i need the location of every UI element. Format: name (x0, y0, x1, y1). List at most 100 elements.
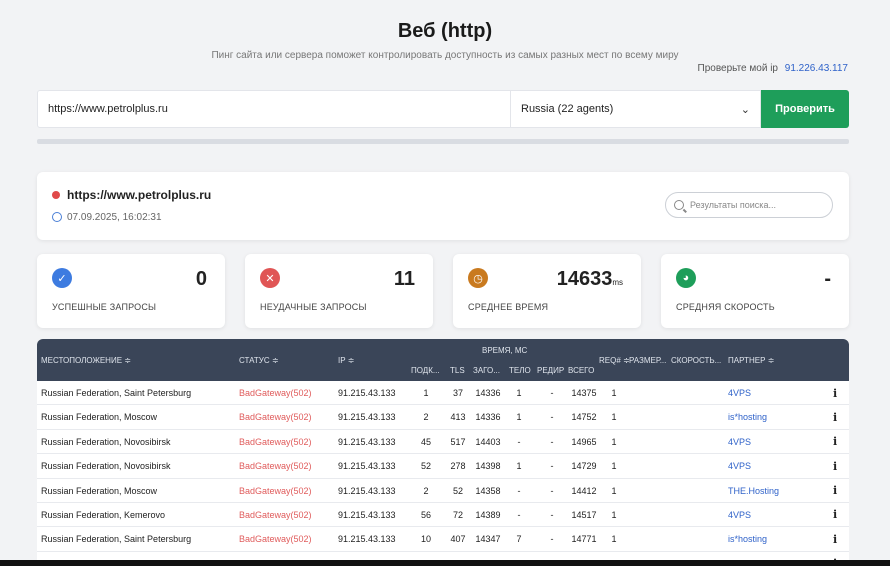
cell-status: BadGateway(502) (239, 534, 312, 545)
cell-connect: 45 (420, 436, 431, 447)
cell-redirect: - (550, 534, 554, 545)
cell-req: 1 (611, 461, 617, 472)
cell-partner[interactable]: 4VPS (728, 388, 752, 398)
cell-status: BadGateway(502) (239, 485, 312, 496)
cell-connect: 2 (423, 412, 429, 423)
cell-ip: 91.215.43.133 (338, 388, 396, 398)
cell-total: 14752 (571, 412, 597, 423)
screen-bottom-edge (0, 560, 890, 566)
cell-tls: 52 (452, 485, 463, 496)
clock-icon: ◷ (468, 268, 488, 288)
cell-partner[interactable]: THE.Hosting (728, 485, 780, 496)
cell-status: BadGateway(502) (239, 436, 312, 447)
cell-ip: 91.215.43.133 (338, 485, 396, 496)
col-req[interactable]: REQ# ≑ (599, 355, 630, 365)
col-tls[interactable]: TLS (450, 365, 465, 375)
col-body[interactable]: ТЕЛО (509, 365, 531, 375)
col-status[interactable]: СТАТУС ≑ (239, 355, 279, 365)
table-row[interactable]: Russian Federation, Moscow BadGateway(502… (37, 405, 849, 430)
cell-ttfb: 14336 (475, 388, 501, 398)
table-row[interactable]: Russian Federation, Moscow BadGateway(502… (37, 478, 849, 503)
url-input[interactable] (37, 90, 511, 128)
cross-icon: ✕ (260, 268, 280, 288)
info-icon[interactable]: i (833, 435, 838, 449)
cell-tls: 72 (452, 509, 463, 520)
cell-partner[interactable]: is*hosting (728, 412, 768, 423)
stat-card-success: ✓ 0 УСПЕШНЫЕ ЗАПРОСЫ (37, 254, 225, 328)
col-connect[interactable]: ПОДК... (411, 365, 440, 375)
cell-req: 1 (611, 436, 617, 447)
stat-label: УСПЕШНЫЕ ЗАПРОСЫ (52, 302, 157, 312)
cell-total: 14412 (571, 485, 597, 496)
cell-total: 14729 (571, 461, 597, 472)
cell-ttfb: 14398 (475, 461, 501, 472)
cell-ttfb: 14389 (475, 509, 501, 520)
cell-location: Russian Federation, Saint Petersburg (41, 534, 192, 545)
clock-icon (52, 212, 62, 222)
results-search-placeholder: Результаты поиска... (690, 200, 776, 210)
table-row[interactable]: Russian Federation, Saint Petersburg BadG… (37, 381, 849, 406)
cell-req: 1 (611, 412, 617, 423)
check-button[interactable]: Проверить (761, 90, 849, 128)
cell-tls: 37 (452, 388, 463, 398)
stat-card-avg-speed: ◕ - СРЕДНЯЯ СКОРОСТЬ (661, 254, 849, 328)
results-search-input[interactable]: Результаты поиска... (665, 192, 833, 218)
table-row[interactable]: Russian Federation, Novosibirsk BadGatewa… (37, 429, 849, 455)
result-header-card: https://www.petrolplus.ru 07.09.2025, 16… (37, 172, 849, 240)
stat-label: СРЕДНЯЯ СКОРОСТЬ (676, 302, 775, 312)
cell-ip: 91.215.43.133 (338, 436, 396, 447)
chevron-down-icon: ⌄ (740, 103, 750, 116)
cell-partner[interactable]: 4VPS (728, 509, 752, 520)
cell-location: Russian Federation, Kemerovo (41, 509, 166, 520)
col-location[interactable]: МЕСТОПОЛОЖЕНИЕ ≑ (41, 355, 131, 365)
cell-total: 14517 (571, 509, 597, 520)
cell-location: Russian Federation, Novosibirsk (41, 436, 171, 447)
cell-connect: 10 (420, 534, 431, 545)
cell-partner[interactable]: is*hosting (728, 534, 768, 545)
stat-label: СРЕДНЕЕ ВРЕМЯ (468, 302, 549, 312)
cell-location: Russian Federation, Moscow (41, 485, 158, 496)
col-speed[interactable]: СКОРОСТЬ... (671, 355, 722, 365)
cell-tls: 407 (450, 534, 466, 545)
col-ip[interactable]: IP ≑ (338, 355, 355, 365)
col-redirect[interactable]: РЕДИР (537, 365, 565, 375)
table-row[interactable]: Russian Federation, Novosibirsk BadGatewa… (37, 454, 849, 479)
cell-total: 14771 (571, 534, 597, 545)
cell-partner[interactable]: 4VPS (728, 436, 752, 447)
my-ip-link[interactable]: 91.226.43.117 (784, 63, 848, 74)
table-body: Russian Federation, Saint Petersburg BadG… (37, 381, 849, 566)
agents-select-value: Russia (22 agents) (521, 103, 614, 115)
cell-ttfb: 14403 (475, 436, 501, 447)
cell-ttfb: 14347 (475, 534, 501, 545)
agents-select[interactable]: Russia (22 agents) ⌄ (511, 90, 761, 128)
info-icon[interactable]: i (833, 532, 838, 546)
stat-value: 11 (393, 268, 415, 290)
results-table: МЕСТОПОЛОЖЕНИЕ ≑ СТАТУС ≑ IP ≑ ПОДК... T… (37, 339, 849, 566)
cell-req: 1 (611, 388, 617, 398)
cell-total: 14965 (571, 436, 597, 447)
cell-req: 1 (611, 509, 617, 520)
search-icon (674, 200, 684, 210)
col-ttfb[interactable]: ЗАГО... (473, 365, 500, 375)
cell-body: 1 (516, 461, 522, 472)
cell-req: 1 (611, 534, 617, 545)
cell-tls: 278 (450, 461, 466, 472)
table-row[interactable]: Russian Federation, Saint Petersburg BadG… (37, 527, 849, 552)
info-icon[interactable]: i (833, 484, 838, 498)
check-icon: ✓ (52, 268, 72, 288)
cell-partner[interactable]: 4VPS (728, 461, 752, 472)
cell-location: Russian Federation, Moscow (41, 412, 158, 423)
my-ip-info: Проверьте мой ip 91.226.43.117 (698, 63, 848, 74)
col-size[interactable]: РАЗМЕР... (629, 355, 667, 365)
col-partner[interactable]: ПАРТНЕР ≑ (728, 355, 775, 365)
info-icon[interactable]: i (833, 386, 838, 400)
cell-ip: 91.215.43.133 (338, 534, 396, 545)
table-header: МЕСТОПОЛОЖЕНИЕ ≑ СТАТУС ≑ IP ≑ ПОДК... T… (37, 339, 849, 381)
stat-value: 14633ms (556, 268, 623, 290)
stat-label: НЕУДАЧНЫЕ ЗАПРОСЫ (260, 302, 367, 312)
table-row[interactable]: Russian Federation, Kemerovo BadGateway(5… (37, 502, 849, 528)
col-total[interactable]: ВСЕГО (568, 365, 595, 375)
info-icon[interactable]: i (833, 459, 838, 473)
info-icon[interactable]: i (833, 410, 838, 424)
info-icon[interactable]: i (833, 508, 838, 522)
